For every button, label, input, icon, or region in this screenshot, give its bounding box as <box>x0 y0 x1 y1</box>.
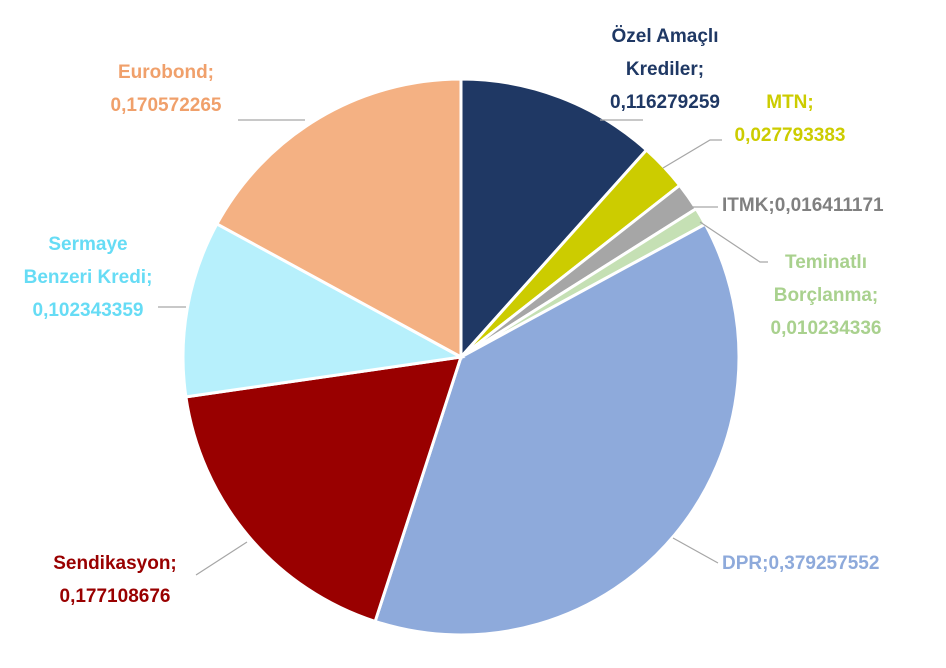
data-label-line: 0,170572265 <box>111 95 222 116</box>
data-label-ozel-amacli-krediler: Özel Amaçlı Krediler; 0,116279259 <box>610 26 720 113</box>
data-label-line: Özel Amaçlı <box>611 26 718 47</box>
slice-labels: Özel Amaçlı Krediler; 0,116279259 MTN; 0,027… <box>24 26 884 607</box>
leader-line-mtn <box>662 139 722 169</box>
data-label-line: MTN; <box>766 92 813 113</box>
pie-slice-ozel-amacli-krediler <box>459 77 649 361</box>
data-label-line: Krediler; <box>626 59 704 80</box>
data-label-line: Borçlanma; <box>774 285 879 306</box>
leader-line-teminatli-borclanma <box>699 221 768 263</box>
data-label-sermaye-benzeri-kredi: Sermaye Benzeri Kredi; 0,102343359 <box>24 234 153 321</box>
pie-slice-sermaye-benzeri-kredi <box>181 221 466 399</box>
data-label-line: Sermaye <box>48 234 127 255</box>
leader-line-dpr <box>672 537 719 564</box>
data-label-itmk: ITMK;0,016411171 <box>722 195 884 216</box>
data-label-teminatli-borclanma: Teminatlı Borçlanma; 0,010234336 <box>771 252 882 339</box>
data-label-line: 0,116279259 <box>610 92 720 113</box>
pie-slices <box>181 77 741 637</box>
data-label-eurobond: Eurobond; 0,170572265 <box>111 62 222 116</box>
leader-lines <box>158 119 768 576</box>
data-label-line: Sendikasyon; <box>53 553 177 574</box>
pie-slice-eurobond <box>214 77 463 360</box>
data-label-line: ITMK;0,016411171 <box>722 195 884 216</box>
data-label-line: Teminatlı <box>785 252 867 273</box>
data-label-line: Benzeri Kredi; <box>24 267 153 288</box>
data-label-dpr: DPR;0,379257552 <box>722 553 879 574</box>
data-label-line: 0,010234336 <box>771 318 882 339</box>
leader-line-sendikasyon <box>195 541 248 576</box>
pie-slice-dpr <box>373 222 741 637</box>
data-label-mtn: MTN; 0,027793383 <box>735 92 846 146</box>
data-label-line: DPR;0,379257552 <box>722 553 879 574</box>
data-label-line: 0,102343359 <box>33 300 144 321</box>
data-label-line: 0,027793383 <box>735 125 846 146</box>
pie-slice-sendikasyon <box>184 355 464 624</box>
data-label-line: 0,177108676 <box>60 586 171 607</box>
data-label-line: Eurobond; <box>118 62 214 83</box>
data-label-sendikasyon: Sendikasyon; 0,177108676 <box>53 553 177 607</box>
